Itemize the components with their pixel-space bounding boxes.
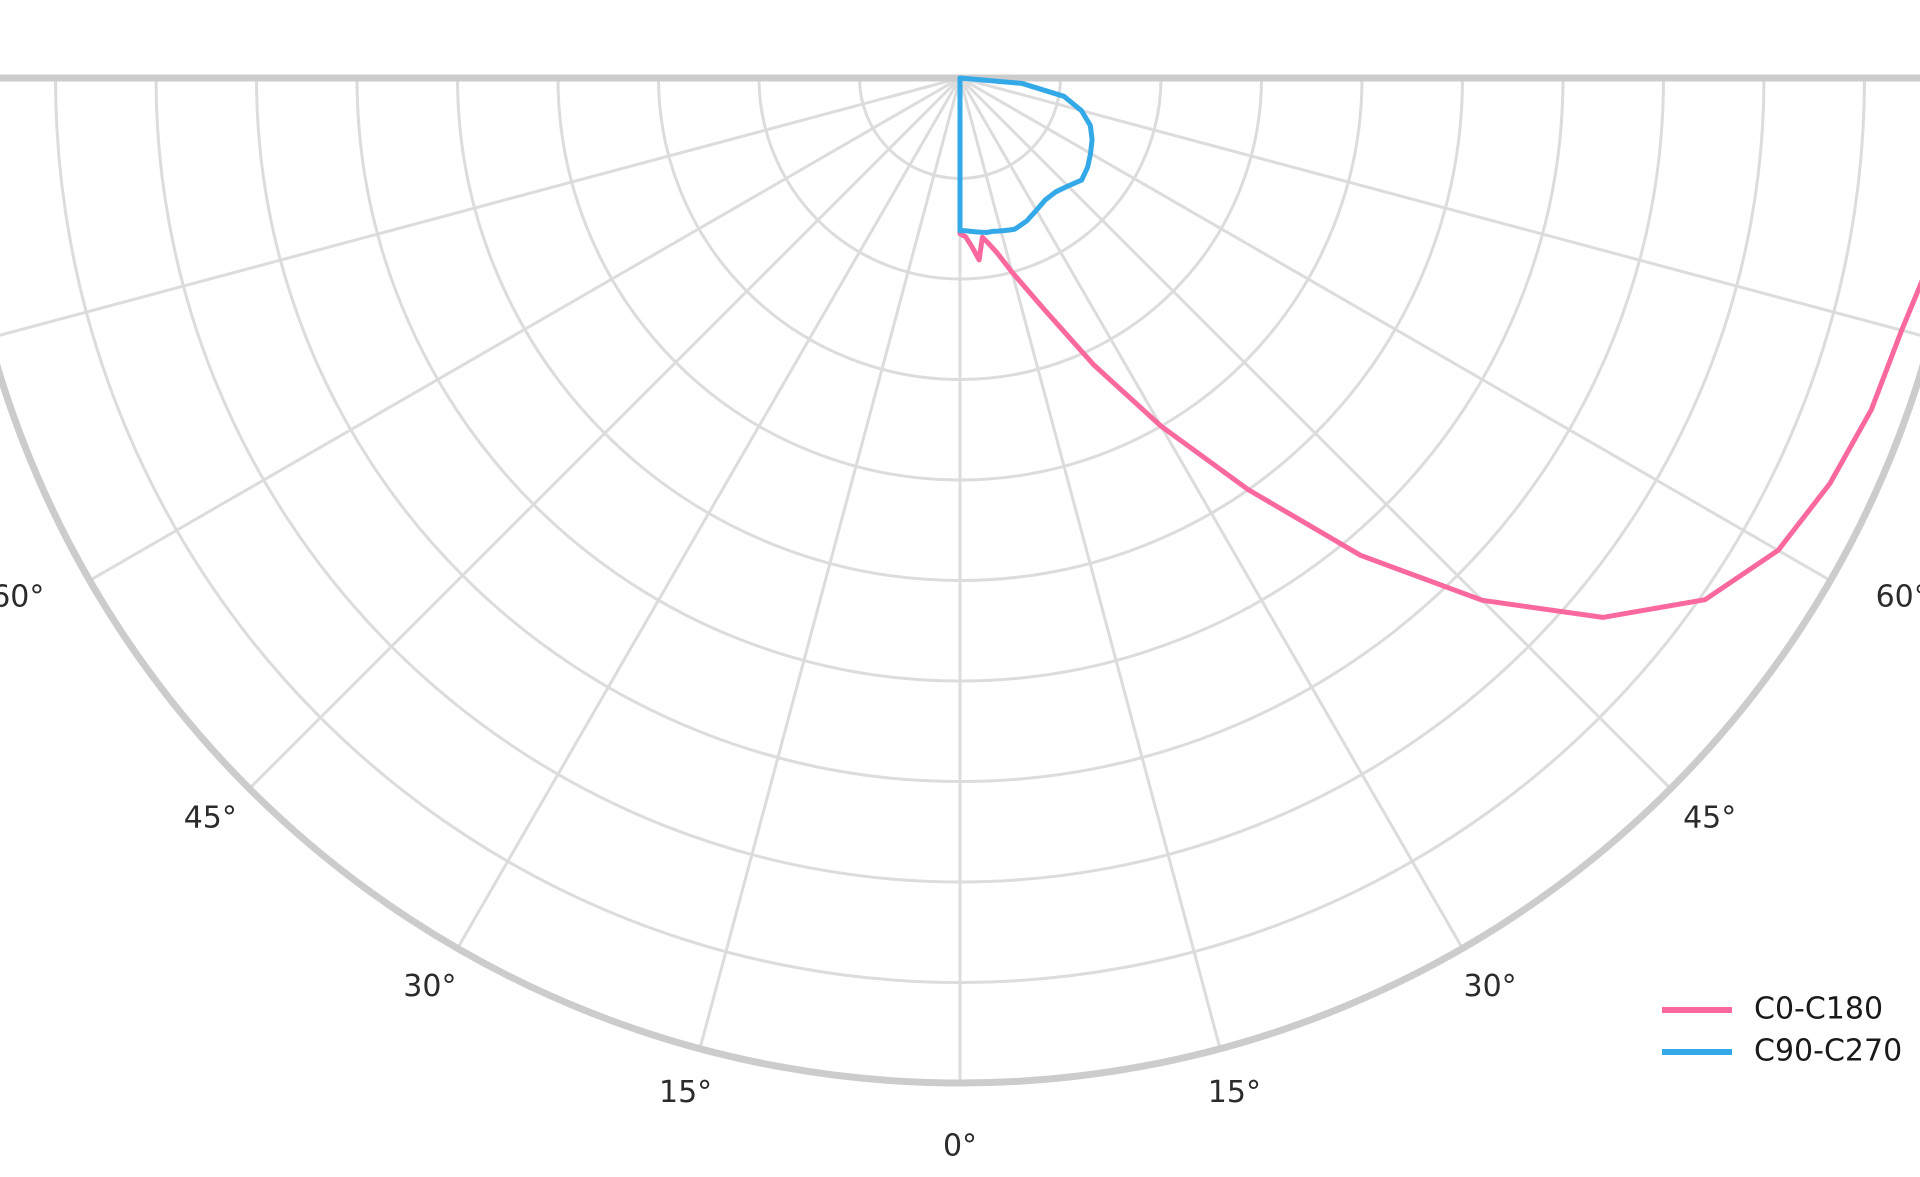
chart-legend: C0-C180 C90-C270 <box>1662 992 1902 1069</box>
angle-tick-label-left-45: 45° <box>184 801 237 836</box>
legend-label-c90-c270: C90-C270 <box>1754 1034 1902 1069</box>
curve-c0-c180 <box>957 75 1920 620</box>
grid-spoke <box>0 76 961 337</box>
polar-grid <box>0 74 1920 1087</box>
intensity-curves <box>957 75 1920 620</box>
angle-tick-label-left-30: 30° <box>403 969 456 1004</box>
grid-spoke <box>698 77 962 1050</box>
legend-label-c0-c180: C0-C180 <box>1754 992 1883 1027</box>
grid-spoke <box>958 76 1672 790</box>
grid-spoke <box>958 77 1222 1050</box>
outer-boundary-arc <box>0 363 1920 1087</box>
angle-tick-label-left-60: 60° <box>0 580 44 615</box>
angle-tick-label-right-60: 60° <box>1876 580 1920 615</box>
grid-spoke <box>88 76 961 582</box>
grid-minor-lines <box>0 76 1920 1083</box>
angle-tick-label-center-0: 0° <box>943 1128 977 1163</box>
grid-spoke <box>958 77 1464 950</box>
grid-spoke <box>959 76 1920 337</box>
curve-c90-c270 <box>957 75 1095 235</box>
angle-tick-label-left-15: 15° <box>659 1075 712 1110</box>
grid-spoke <box>456 77 962 950</box>
angle-tick-label-right-30: 30° <box>1464 969 1517 1004</box>
angle-tick-labels: 90°75°60°45°30°15°0°15°30°45°60°75°90° <box>0 580 1920 1164</box>
grid-spoke <box>248 76 962 790</box>
angle-tick-label-right-15: 15° <box>1208 1075 1261 1110</box>
angle-tick-label-right-45: 45° <box>1683 801 1736 836</box>
grid-spoke <box>959 76 1832 582</box>
